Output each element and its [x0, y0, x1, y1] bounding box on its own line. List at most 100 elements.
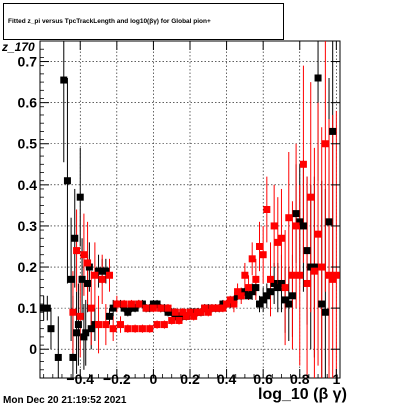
marker-black: [98, 267, 106, 275]
x-axis-label: log_10 (β γ): [258, 386, 347, 403]
y-tick-label: 0.2: [18, 259, 38, 275]
marker-black: [106, 312, 114, 320]
chart-title: Fitted z_pi versus TpcTrackLength and lo…: [8, 4, 279, 39]
marker-black: [164, 308, 172, 316]
marker-red: [76, 312, 84, 320]
marker-red: [296, 271, 304, 279]
marker-red: [190, 312, 198, 320]
marker-black: [329, 127, 337, 135]
marker-red: [73, 247, 81, 255]
marker-black: [80, 333, 88, 341]
marker-red: [274, 238, 282, 246]
marker-red: [303, 279, 311, 287]
marker-red: [266, 275, 274, 283]
marker-black: [149, 300, 157, 308]
marker-black: [54, 353, 62, 361]
marker-black: [120, 304, 128, 312]
marker-red: [98, 275, 106, 283]
marker-red: [120, 300, 128, 308]
marker-black: [91, 321, 99, 329]
marker-black: [102, 267, 110, 275]
marker-red: [164, 304, 172, 312]
marker-red: [259, 251, 267, 259]
marker-black: [204, 304, 212, 312]
y-tick-label: 0.5: [18, 136, 38, 152]
marker-red: [171, 308, 179, 316]
marker-red: [281, 284, 289, 292]
y-tick-label: 0.6: [18, 95, 38, 111]
marker-black: [219, 300, 227, 308]
x-tick-label: 0.2: [180, 371, 200, 387]
marker-red: [226, 296, 234, 304]
marker-red: [149, 304, 157, 312]
x-tick-label: 0.6: [253, 371, 273, 387]
timestamp: Mon Dec 20 21:19:52 2021: [3, 395, 127, 406]
marker-black: [314, 74, 322, 82]
marker-red: [321, 140, 329, 148]
marker-black: [303, 247, 311, 255]
marker-red: [175, 316, 183, 324]
marker-red: [179, 308, 187, 316]
marker-red: [168, 316, 176, 324]
marker-red: [212, 304, 220, 312]
marker-black: [87, 325, 95, 333]
y-tick-label: 0: [29, 341, 37, 357]
marker-black: [67, 275, 75, 283]
marker-black: [84, 279, 92, 287]
marker-red: [153, 321, 161, 329]
marker-black: [259, 296, 267, 304]
marker-red: [241, 271, 249, 279]
x-tick-label: 0.4: [217, 371, 237, 387]
marker-red: [69, 308, 77, 316]
y-tick-label: 0.7: [18, 54, 38, 70]
marker-black: [281, 296, 289, 304]
marker-black: [241, 288, 249, 296]
marker-black: [73, 329, 81, 337]
marker-red: [204, 308, 212, 316]
marker-red: [160, 321, 168, 329]
marker-red: [182, 312, 190, 320]
marker-black: [256, 300, 264, 308]
marker-red: [146, 325, 154, 333]
marker-black: [285, 300, 293, 308]
marker-red: [201, 304, 209, 312]
marker-red: [193, 308, 201, 316]
marker-black: [292, 210, 300, 218]
marker-red: [277, 234, 285, 242]
marker-red: [307, 193, 315, 201]
marker-red: [230, 300, 238, 308]
chart-title-text: Fitted z_pi versus TpcTrackLength and lo…: [8, 18, 211, 25]
marker-black: [179, 312, 187, 320]
marker-black: [47, 325, 55, 333]
marker-red: [197, 308, 205, 316]
marker-black: [277, 279, 285, 287]
marker-red: [256, 242, 264, 250]
marker-red: [263, 206, 271, 213]
marker-black: [226, 300, 234, 308]
marker-black: [252, 284, 260, 292]
marker-black: [321, 308, 329, 316]
marker-black: [310, 263, 318, 271]
marker-red: [314, 230, 322, 238]
marker-red: [332, 271, 340, 279]
marker-black: [325, 218, 333, 226]
marker-black: [299, 222, 307, 230]
marker-black: [124, 308, 132, 316]
marker-black: [263, 292, 271, 300]
marker-red: [237, 292, 245, 300]
marker-red: [270, 222, 278, 230]
marker-red: [95, 321, 103, 329]
marker-black: [175, 312, 183, 320]
marker-black: [296, 218, 304, 226]
x-tick-label: 1: [332, 371, 340, 387]
marker-red: [288, 271, 296, 279]
marker-red: [109, 325, 117, 333]
marker-red: [299, 160, 307, 168]
marker-black: [76, 193, 84, 201]
marker-red: [186, 308, 194, 316]
marker-black: [82, 329, 90, 337]
x-tick-label: 0.8: [290, 371, 310, 387]
marker-red: [113, 300, 121, 308]
marker-red: [84, 259, 92, 267]
